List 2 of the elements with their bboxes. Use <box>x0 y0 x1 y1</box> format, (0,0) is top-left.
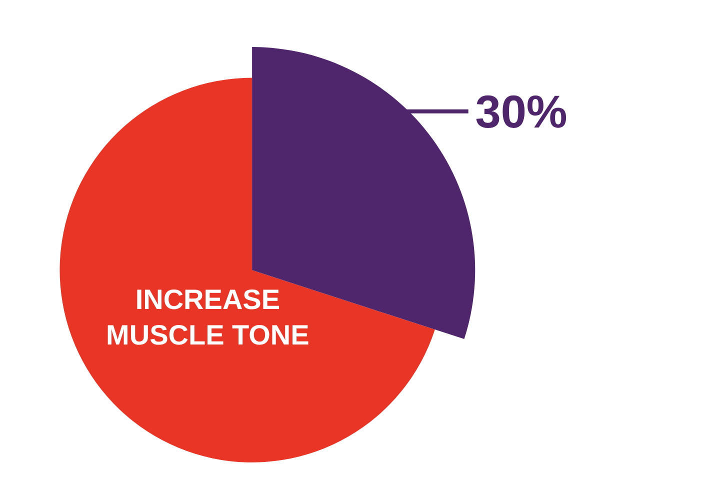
data-label: 30% <box>475 85 568 138</box>
text: INCREASE MUSCLE TONE <box>106 284 310 350</box>
